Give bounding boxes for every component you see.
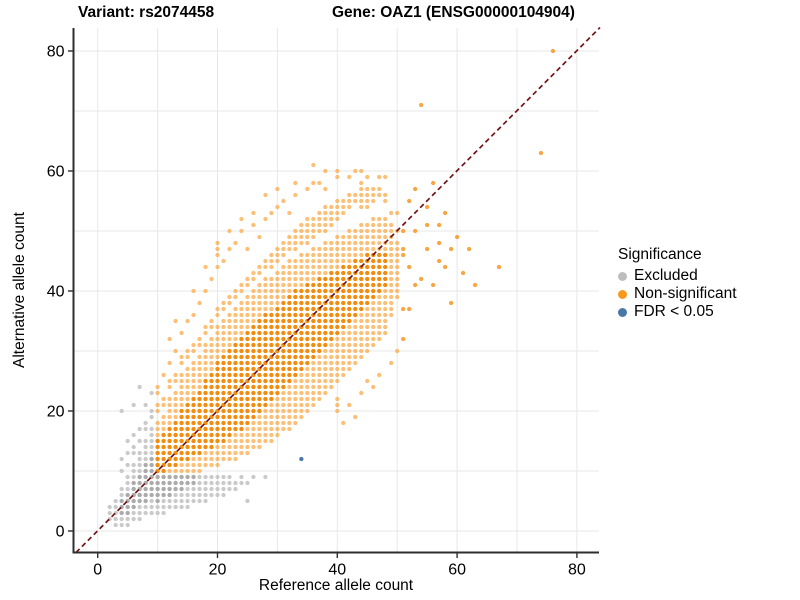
legend-title: Significance [618, 246, 702, 263]
x-axis-label: Reference allele count [258, 577, 414, 594]
svg-text:60: 60 [47, 164, 65, 181]
plot-title-variant: Variant: rs2074458 [78, 4, 215, 21]
svg-text:80: 80 [568, 562, 586, 579]
y-axis-label: Alternative allele count [11, 212, 28, 368]
legend: Significance Excluded Non-significant FD… [618, 246, 737, 321]
svg-text:80: 80 [47, 44, 65, 61]
fdr-swatch-icon [618, 307, 627, 317]
legend-item-non-significant: Non-significant [618, 285, 737, 303]
plot-title-gene: Gene: OAZ1 (ENSG00000104904) [332, 4, 575, 21]
svg-text:20: 20 [47, 404, 65, 421]
svg-text:0: 0 [93, 562, 102, 579]
excluded-swatch-icon [618, 271, 627, 281]
legend-item-excluded: Excluded [618, 267, 737, 285]
legend-item-fdr: FDR < 0.05 [618, 303, 737, 321]
svg-text:40: 40 [328, 562, 346, 579]
legend-label-excluded: Excluded [634, 267, 698, 284]
svg-text:20: 20 [209, 562, 227, 579]
svg-text:0: 0 [56, 524, 65, 541]
svg-text:40: 40 [47, 284, 65, 301]
non-significant-swatch-icon [618, 289, 627, 299]
svg-text:60: 60 [448, 562, 466, 579]
legend-label-fdr: FDR < 0.05 [634, 303, 714, 320]
legend-label-non-significant: Non-significant [634, 285, 737, 302]
